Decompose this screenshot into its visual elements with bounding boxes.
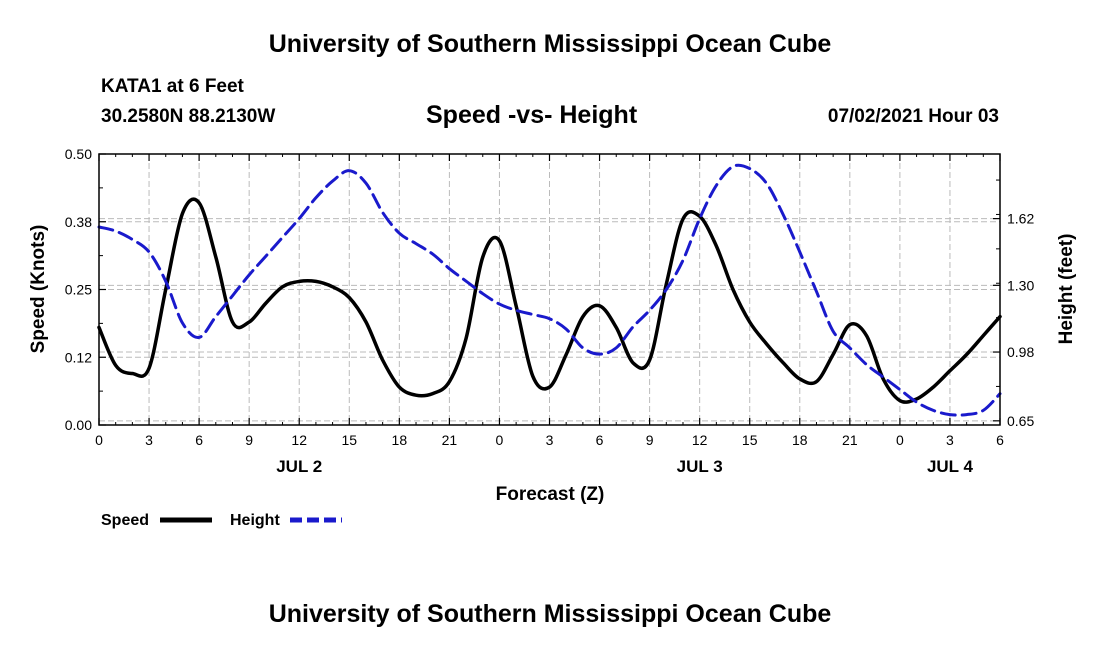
- y2-axis-title: Height (feet): [1056, 234, 1077, 345]
- x-tick-label: 0: [95, 432, 103, 448]
- y-tick-label: 0.25: [65, 282, 92, 298]
- legend-label-height: Height: [230, 512, 280, 529]
- y2-tick-label: 1.62: [1007, 211, 1034, 227]
- y-axis-title: Speed (Knots): [28, 225, 49, 354]
- x-tick-label: 3: [546, 432, 554, 448]
- day-label: JUL 2: [276, 457, 322, 476]
- x-tick-label: 0: [496, 432, 504, 448]
- series-layer: [97, 163, 1002, 417]
- x-tick-label: 12: [692, 432, 708, 448]
- x-tick-label: 12: [291, 432, 307, 448]
- x-axis-title: Forecast (Z): [496, 484, 605, 505]
- x-tick-label: 15: [341, 432, 357, 448]
- station-label: KATA1 at 6 Feet: [101, 76, 244, 97]
- day-label: JUL 3: [677, 457, 723, 476]
- x-tick-label: 0: [896, 432, 904, 448]
- x-tick-label: 6: [596, 432, 604, 448]
- y2-tick-label: 1.30: [1007, 277, 1034, 293]
- series-line-height: [97, 163, 1002, 417]
- axis-layer: 0 3 6 9 12 15 18 21 0 3 6 9 12 15 18 21 0 3 6 JUL 2 JUL 3 JUL…: [65, 146, 1035, 476]
- y-tick-label: 0.50: [65, 146, 92, 162]
- day-label: JUL 4: [927, 457, 974, 476]
- x-tick-label: 18: [392, 432, 408, 448]
- chart-title: Speed -vs- Height: [426, 101, 638, 129]
- y-tick-label: 0.00: [65, 417, 92, 433]
- x-tick-label: 6: [996, 432, 1004, 448]
- legend: Speed Height: [101, 512, 342, 529]
- x-tick-label: 9: [646, 432, 654, 448]
- top-title: University of Southern Mississippi Ocean…: [268, 30, 832, 58]
- x-tick-label: 3: [946, 432, 954, 448]
- coordinates-label: 30.2580N 88.2130W: [101, 106, 276, 127]
- bottom-title: University of Southern Mississippi Ocean…: [268, 600, 832, 628]
- y-tick-label: 0.38: [65, 214, 92, 230]
- y2-tick-label: 0.98: [1007, 344, 1034, 360]
- y2-tick-label: 0.65: [1007, 413, 1034, 429]
- series-line-speed: [97, 197, 1002, 404]
- x-tick-label: 21: [442, 432, 458, 448]
- x-tick-label: 9: [245, 432, 253, 448]
- y-tick-label: 0.12: [65, 349, 92, 365]
- date-label: 07/02/2021 Hour 03: [827, 106, 999, 127]
- x-tick-label: 6: [195, 432, 203, 448]
- x-tick-label: 21: [842, 432, 858, 448]
- x-tick-label: 18: [792, 432, 808, 448]
- grid-layer: [99, 154, 1000, 425]
- legend-label-speed: Speed: [101, 512, 149, 529]
- chart-area: 0 3 6 9 12 15 18 21 0 3 6 9 12 15 18 21 0 3 6 JUL 2 JUL 3 JUL…: [28, 146, 1077, 529]
- x-tick-label: 3: [145, 432, 153, 448]
- x-tick-label: 15: [742, 432, 758, 448]
